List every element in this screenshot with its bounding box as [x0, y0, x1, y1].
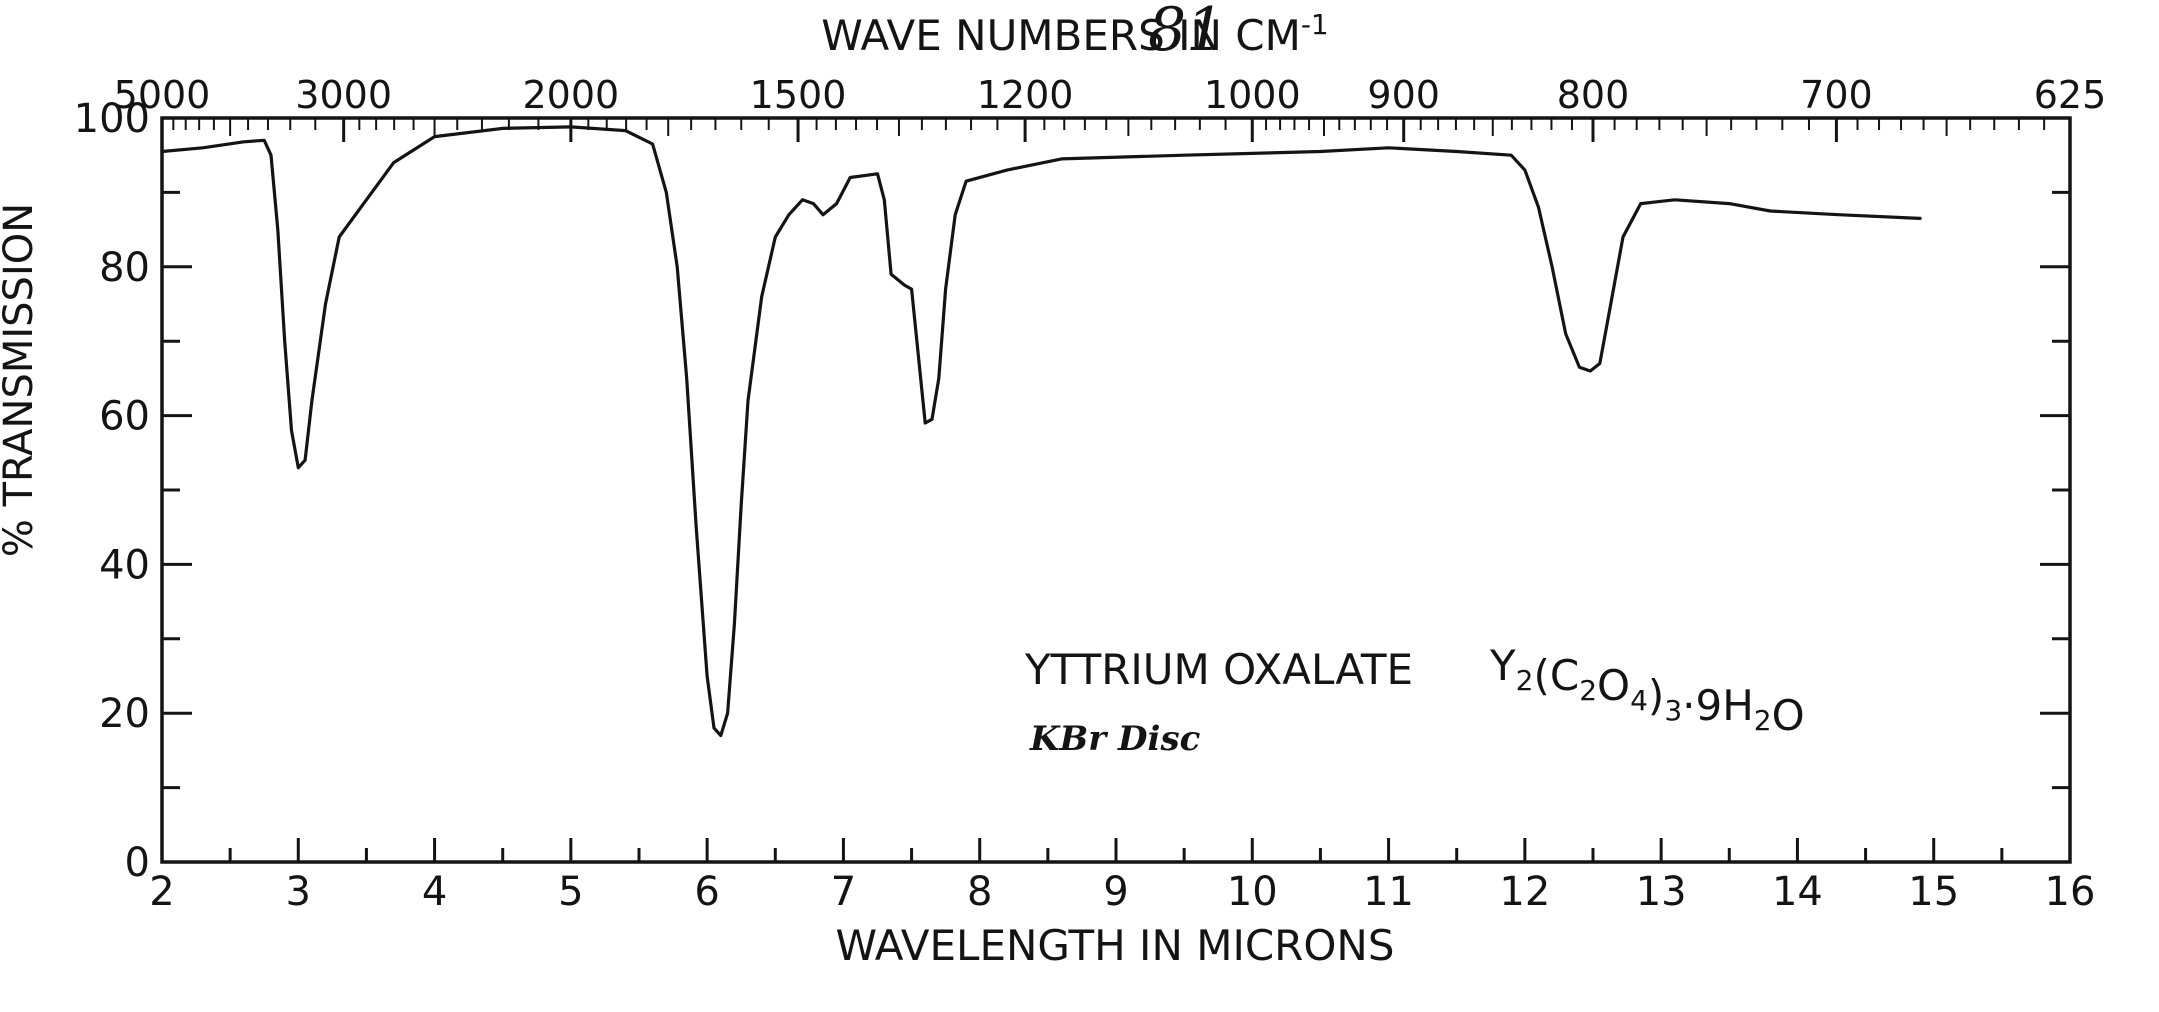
x-tick-label: 2 [149, 869, 174, 915]
top-tick-label: 2000 [522, 73, 619, 117]
x-tick-label: 6 [694, 869, 719, 915]
y-tick-label: 0 [125, 840, 150, 886]
top-tick-labels: 5000 3000 2000 1500 1200 1000 900 800 700 625 [114, 73, 2107, 117]
top-tick-label: 1000 [1204, 73, 1301, 117]
x-tick-label: 4 [422, 869, 447, 915]
top-tick-label: 5000 [114, 73, 211, 117]
x-tick-label: 16 [2045, 869, 2096, 915]
page-number: 81 [1148, 0, 1224, 65]
formula-text: (C [1533, 651, 1579, 700]
formula-subscript: 3 [1664, 694, 1682, 727]
compound-formula: Y2(C2O4)3·9H2O [1489, 641, 1805, 740]
formula-text: ) [1648, 671, 1664, 720]
top-axis-title: WAVE NUMBERS IN CM-1 [821, 8, 1328, 60]
x-tick-label: 15 [1908, 869, 1959, 915]
top-tick-label: 625 [2034, 73, 2107, 117]
x-tick-labels: 2 3 4 5 6 7 8 9 10 11 12 13 14 15 16 [149, 869, 2095, 915]
y-axis-title: % TRANSMISSION [0, 203, 42, 557]
top-tick-label: 3000 [295, 73, 392, 117]
y-tick-labels: 0 20 40 60 80 100 [74, 96, 150, 886]
x-tick-label: 12 [1499, 869, 1550, 915]
formula-text: O [1772, 691, 1805, 740]
x-tick-label: 9 [1103, 869, 1128, 915]
x-tick-label: 3 [286, 869, 311, 915]
x-tick-label: 8 [967, 869, 992, 915]
top-tick-label: 700 [1800, 73, 1873, 117]
formula-subscript: 4 [1630, 684, 1648, 717]
x-tick-label: 10 [1227, 869, 1278, 915]
formula-text: Y [1489, 641, 1516, 690]
top-tick-label: 800 [1557, 73, 1630, 117]
top-tick-label: 1200 [977, 73, 1074, 117]
formula-subscript: 2 [1579, 674, 1597, 707]
x-tick-label: 14 [1772, 869, 1823, 915]
x-tick-label: 7 [831, 869, 856, 915]
formula-text: O [1597, 661, 1630, 710]
top-axis-title-superscript: -1 [1301, 8, 1329, 41]
compound-name: YTTRIUM OXALATE [1024, 645, 1413, 694]
top-axis-title-text: WAVE NUMBERS IN CM [821, 11, 1301, 60]
x-tick-label: 11 [1363, 869, 1414, 915]
y-tick-label: 80 [99, 245, 150, 291]
x-axis-title: WAVELENGTH IN MICRONS [836, 921, 1395, 970]
tick-marks [160, 116, 2072, 864]
y-tick-label: 60 [99, 394, 150, 440]
series-layer [160, 125, 1922, 738]
spectrum-line [160, 125, 1922, 738]
y-tick-label: 100 [74, 96, 150, 142]
top-tick-label: 1500 [750, 73, 847, 117]
formula-subscript: 2 [1516, 664, 1534, 697]
y-tick-label: 40 [99, 542, 150, 588]
x-tick-label: 5 [558, 869, 583, 915]
y-tick-label: 20 [99, 691, 150, 737]
sample-prep-note: KBr Disc [1029, 719, 1201, 759]
top-tick-label: 900 [1367, 73, 1440, 117]
formula-subscript: 2 [1754, 704, 1772, 737]
x-tick-label: 13 [1636, 869, 1687, 915]
formula-text: ·9H [1682, 681, 1754, 730]
